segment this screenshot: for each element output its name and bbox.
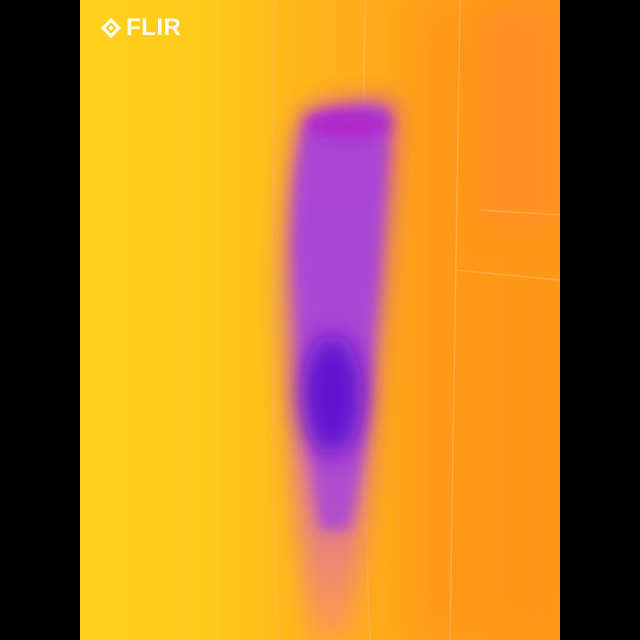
window-area [480, 0, 560, 230]
flir-logo: FLIR [100, 12, 181, 44]
flir-diamond-logo-icon [100, 17, 122, 39]
thermal-scene [271, 0, 560, 640]
coldest-spot [302, 335, 362, 455]
flir-logo-text: FLIR [126, 14, 182, 41]
thermal-image [80, 0, 560, 640]
cold-spot-top [306, 111, 390, 139]
